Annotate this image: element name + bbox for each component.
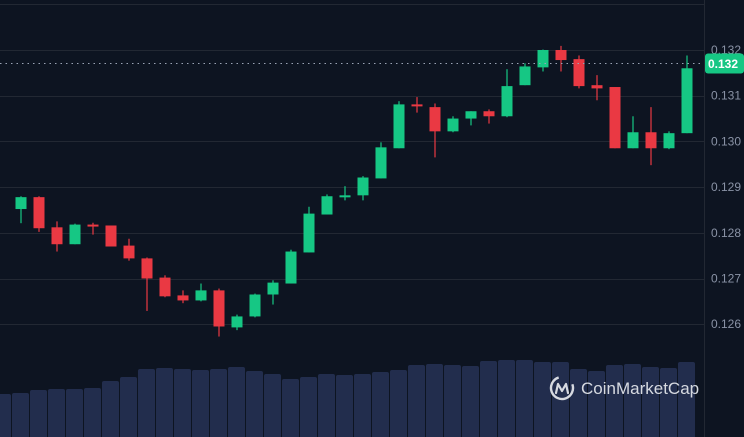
y-tick-label: 0.131 <box>711 89 741 103</box>
volume-bar <box>102 381 119 437</box>
y-tick-label: 0.129 <box>711 180 741 194</box>
candle <box>537 49 549 72</box>
candle <box>465 111 477 126</box>
candle <box>501 69 513 118</box>
price-axis: 0.132 0.131 0.130 0.129 0.128 0.127 0.126 <box>711 43 741 331</box>
volume-bar <box>534 362 551 437</box>
volume-bar <box>354 374 371 437</box>
volume-bar <box>138 369 155 437</box>
volume-bar <box>66 389 83 437</box>
watermark-text: CoinMarketCap <box>581 379 699 398</box>
volume-bar <box>264 374 281 437</box>
candle <box>141 257 153 311</box>
volume-bar <box>606 365 623 437</box>
volume-bar <box>156 368 173 437</box>
volume-bar <box>246 371 263 437</box>
current-price-value: 0.132 <box>708 57 738 71</box>
candle <box>69 223 81 245</box>
volume-bar <box>570 369 587 437</box>
volume-bar <box>588 371 605 437</box>
volume-bar <box>426 364 443 437</box>
candle <box>393 101 405 149</box>
y-tick-label: 0.126 <box>711 317 741 331</box>
candle <box>519 63 531 86</box>
candle <box>303 206 315 253</box>
candle <box>195 283 207 302</box>
current-price-tag: 0.132 <box>705 53 744 74</box>
candle <box>411 97 423 113</box>
volume-bar <box>336 375 353 437</box>
y-tick-label: 0.130 <box>711 134 741 148</box>
candle <box>483 109 495 124</box>
candle <box>375 142 387 179</box>
y-tick-label: 0.127 <box>711 272 741 286</box>
candle <box>15 196 27 224</box>
candle <box>555 45 567 72</box>
candle <box>267 280 279 305</box>
candle <box>429 103 441 158</box>
candle <box>609 87 621 149</box>
coinmarketcap-logo-icon <box>549 375 575 401</box>
volume-bar <box>516 360 533 437</box>
volume-bar <box>120 377 137 437</box>
grid-lines <box>0 4 704 325</box>
volume-bar <box>192 370 209 437</box>
volume-bar <box>498 360 515 437</box>
volume-bar <box>480 361 497 437</box>
volume-bar <box>48 389 65 437</box>
volume-bar <box>624 364 641 437</box>
volume-bar <box>462 366 479 437</box>
candle <box>177 290 189 304</box>
candle <box>663 131 675 150</box>
volume-bar <box>678 362 695 437</box>
candle <box>285 249 297 284</box>
volume-bar <box>174 369 191 437</box>
volume-bars <box>0 360 695 437</box>
candles <box>15 45 693 337</box>
candle <box>627 116 639 149</box>
volume-bar <box>444 365 461 437</box>
volume-bar <box>372 372 389 437</box>
volume-bar <box>282 379 299 437</box>
candle <box>105 225 117 247</box>
candle <box>213 288 225 337</box>
candle <box>249 293 261 318</box>
y-tick-label: 0.128 <box>711 226 741 240</box>
candle <box>573 55 585 89</box>
volume-bar <box>408 365 425 437</box>
candle <box>339 186 351 201</box>
candle <box>231 314 243 331</box>
volume-bar <box>318 374 335 437</box>
volume-bar <box>660 368 677 437</box>
coinmarketcap-watermark: CoinMarketCap <box>549 375 699 401</box>
volume-bar <box>642 367 659 437</box>
candle <box>123 238 135 261</box>
candle <box>159 275 171 298</box>
candle <box>681 55 693 134</box>
candle <box>321 194 333 215</box>
volume-bar <box>228 367 245 437</box>
candle <box>33 196 45 232</box>
volume-bar <box>84 388 101 437</box>
volume-bar <box>0 394 11 437</box>
volume-bar <box>390 370 407 437</box>
candle <box>645 107 657 166</box>
volume-bar <box>12 393 29 437</box>
volume-bar <box>30 390 47 437</box>
candle <box>51 221 63 252</box>
candle <box>87 222 99 235</box>
volume-bar <box>300 377 317 437</box>
candle <box>591 75 603 101</box>
volume-bar <box>210 369 227 437</box>
candle <box>447 116 459 133</box>
candle <box>357 176 369 201</box>
